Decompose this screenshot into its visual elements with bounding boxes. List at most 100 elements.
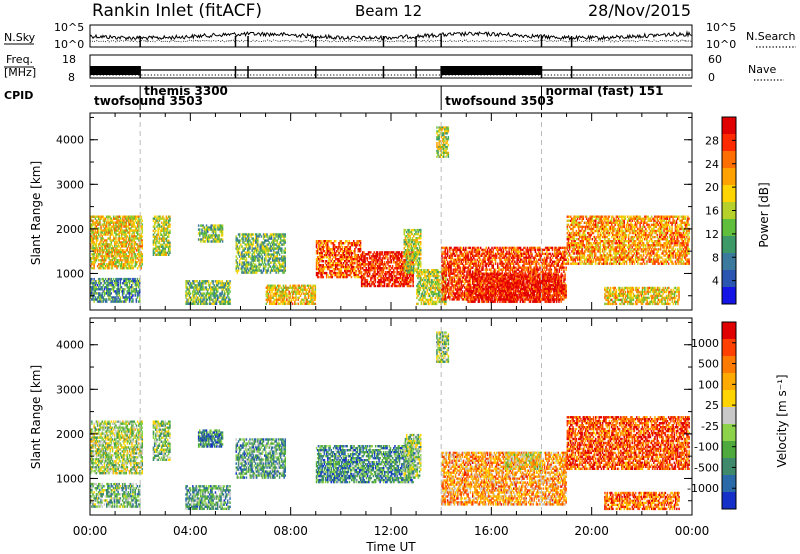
echo-cell (91, 278, 93, 280)
echo-cell (323, 276, 325, 278)
echo-cell (154, 228, 156, 230)
echo-cell (218, 282, 220, 284)
echo-cell (446, 274, 448, 276)
echo-cell (142, 235, 144, 237)
echo-cell (370, 251, 372, 253)
echo-cell (120, 284, 122, 286)
echo-cell (278, 237, 280, 239)
echo-cell (106, 298, 108, 300)
echo-cell (285, 303, 287, 305)
noise-trace (90, 32, 692, 47)
echo-cell (168, 236, 170, 238)
echo-cell (97, 239, 99, 241)
noise-right-label: N.Search (746, 30, 796, 43)
freq-dense-block (441, 66, 541, 75)
echo-cell (127, 284, 129, 286)
echo-cell (430, 275, 432, 277)
echo-cell (229, 299, 231, 301)
echo-cell (119, 292, 121, 294)
echo-cell (238, 269, 240, 271)
echo-cell (420, 241, 422, 243)
echo-cell (207, 303, 209, 305)
echo-cell (123, 292, 125, 294)
echo-cell (212, 280, 214, 282)
noise-search-line (90, 40, 692, 42)
echo-cell (420, 237, 422, 239)
freq-label-line2: [MHz] (4, 66, 36, 79)
echo-cell (136, 300, 138, 302)
echo-cell (99, 278, 101, 280)
echo-cell (222, 234, 224, 236)
noise-left-label: N.Sky (4, 31, 36, 44)
echo-cell (138, 229, 140, 231)
echo-cell (197, 280, 199, 282)
echo-cell (445, 303, 447, 305)
freq-label-line1: Freq. (6, 53, 33, 66)
echo-cell (217, 290, 219, 292)
echo-cell (420, 257, 422, 259)
echo-cell (226, 297, 228, 299)
echo-cell (239, 263, 241, 265)
echo-cell (285, 269, 287, 271)
echo-cell (420, 265, 422, 267)
noise-left-tick-bottom: 10^0 (54, 38, 84, 51)
echo-cell (292, 303, 294, 305)
echo-cell (249, 251, 251, 253)
echo-cell (120, 298, 122, 300)
echo-cell (135, 278, 137, 280)
echo-cell (394, 271, 396, 273)
echo-cell (142, 263, 144, 265)
echo-cell (101, 288, 103, 290)
echo-cell (351, 276, 353, 278)
echo-cell (229, 280, 231, 282)
echo-cell (93, 300, 95, 302)
echo-cell (229, 303, 231, 305)
echo-cell (281, 251, 283, 253)
echo-cell (139, 298, 141, 300)
echo-cell (412, 285, 414, 287)
echo-cell (418, 293, 420, 295)
echo-cell (384, 285, 386, 287)
echo-cell (266, 235, 268, 237)
echo-cell (298, 303, 300, 305)
echo-cell (391, 261, 393, 263)
echo-cell (420, 253, 422, 255)
echo-cell (112, 267, 114, 269)
echo-cell (217, 294, 219, 296)
echo-cell (221, 280, 223, 282)
echo-cell (249, 247, 251, 249)
echo-cell (404, 233, 406, 235)
echo-cell (169, 252, 171, 254)
echo-cell (420, 243, 422, 245)
noise-sky-line (90, 32, 692, 40)
echo-cell (208, 240, 210, 242)
echo-cell (169, 226, 171, 228)
echo-cell (198, 224, 200, 226)
freq-right-label: Nave (748, 63, 776, 76)
echo-cell (417, 303, 419, 305)
echo-cell (229, 282, 231, 284)
echo-cell (229, 286, 231, 288)
echo-cell (236, 235, 238, 237)
echo-cell (103, 300, 105, 302)
echo-cell (354, 262, 356, 264)
echo-cell (169, 220, 171, 222)
station-title: Rankin Inlet (fitACF) (92, 1, 262, 21)
echo-cell (106, 300, 108, 302)
echo-cell (100, 282, 102, 284)
echo-cell (206, 282, 208, 284)
echo-cell (191, 299, 193, 301)
date-title: 28/Nov/2015 (588, 1, 691, 20)
cpid-mode-label: themis 3300 (144, 84, 228, 98)
freq-right-tick-top: 60 (708, 53, 722, 66)
freq-trace (90, 66, 692, 78)
echo-cell (219, 297, 221, 299)
echo-cell (420, 249, 422, 251)
echo-cell (227, 280, 229, 282)
echo-cell (103, 278, 105, 280)
freq-left-tick-bottom: 8 (68, 71, 75, 84)
echo-cell (418, 233, 420, 235)
echo-cell (315, 299, 317, 301)
